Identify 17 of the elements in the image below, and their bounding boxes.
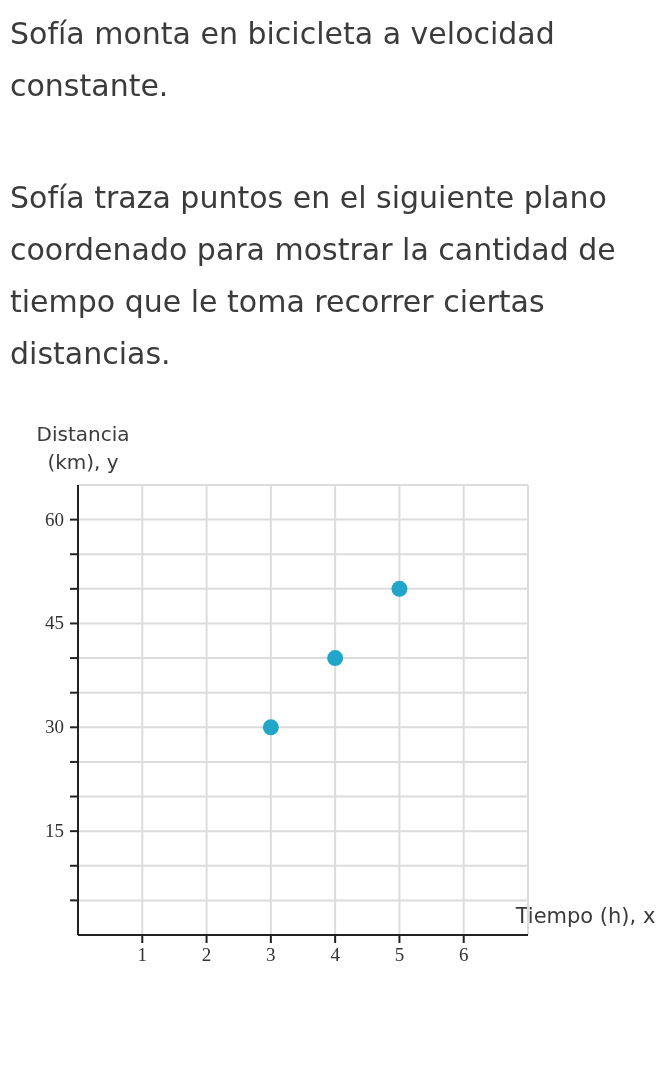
y-tick-label: 30 [45, 716, 64, 738]
point [327, 650, 344, 667]
x-tick-label: 3 [266, 944, 276, 965]
x-tick-label: 1 [137, 944, 148, 965]
point [391, 580, 408, 597]
x-tick-label: 6 [458, 944, 469, 965]
y-tick-label: 45 [45, 612, 64, 634]
point [262, 719, 279, 736]
chart-subtitle: Sofía traza puntos en el siguiente plano coordenado para mostrar la cantidad de tiempo que le toma recorrer ciertas distancias. [10, 179, 617, 373]
y-axis-title: Distancia (km), y [35, 421, 131, 476]
x-axis-title: Tiempo (h), x [514, 903, 657, 930]
x-tick-label: 2 [201, 944, 212, 965]
x-tick-label: 4 [330, 944, 341, 965]
y-tick-label: 60 [45, 508, 64, 530]
chart-title: Sofía monta en bicicleta a velocidad constante. [10, 15, 556, 105]
y-tick-label: 15 [45, 820, 64, 842]
x-tick-label: 5 [394, 944, 405, 965]
